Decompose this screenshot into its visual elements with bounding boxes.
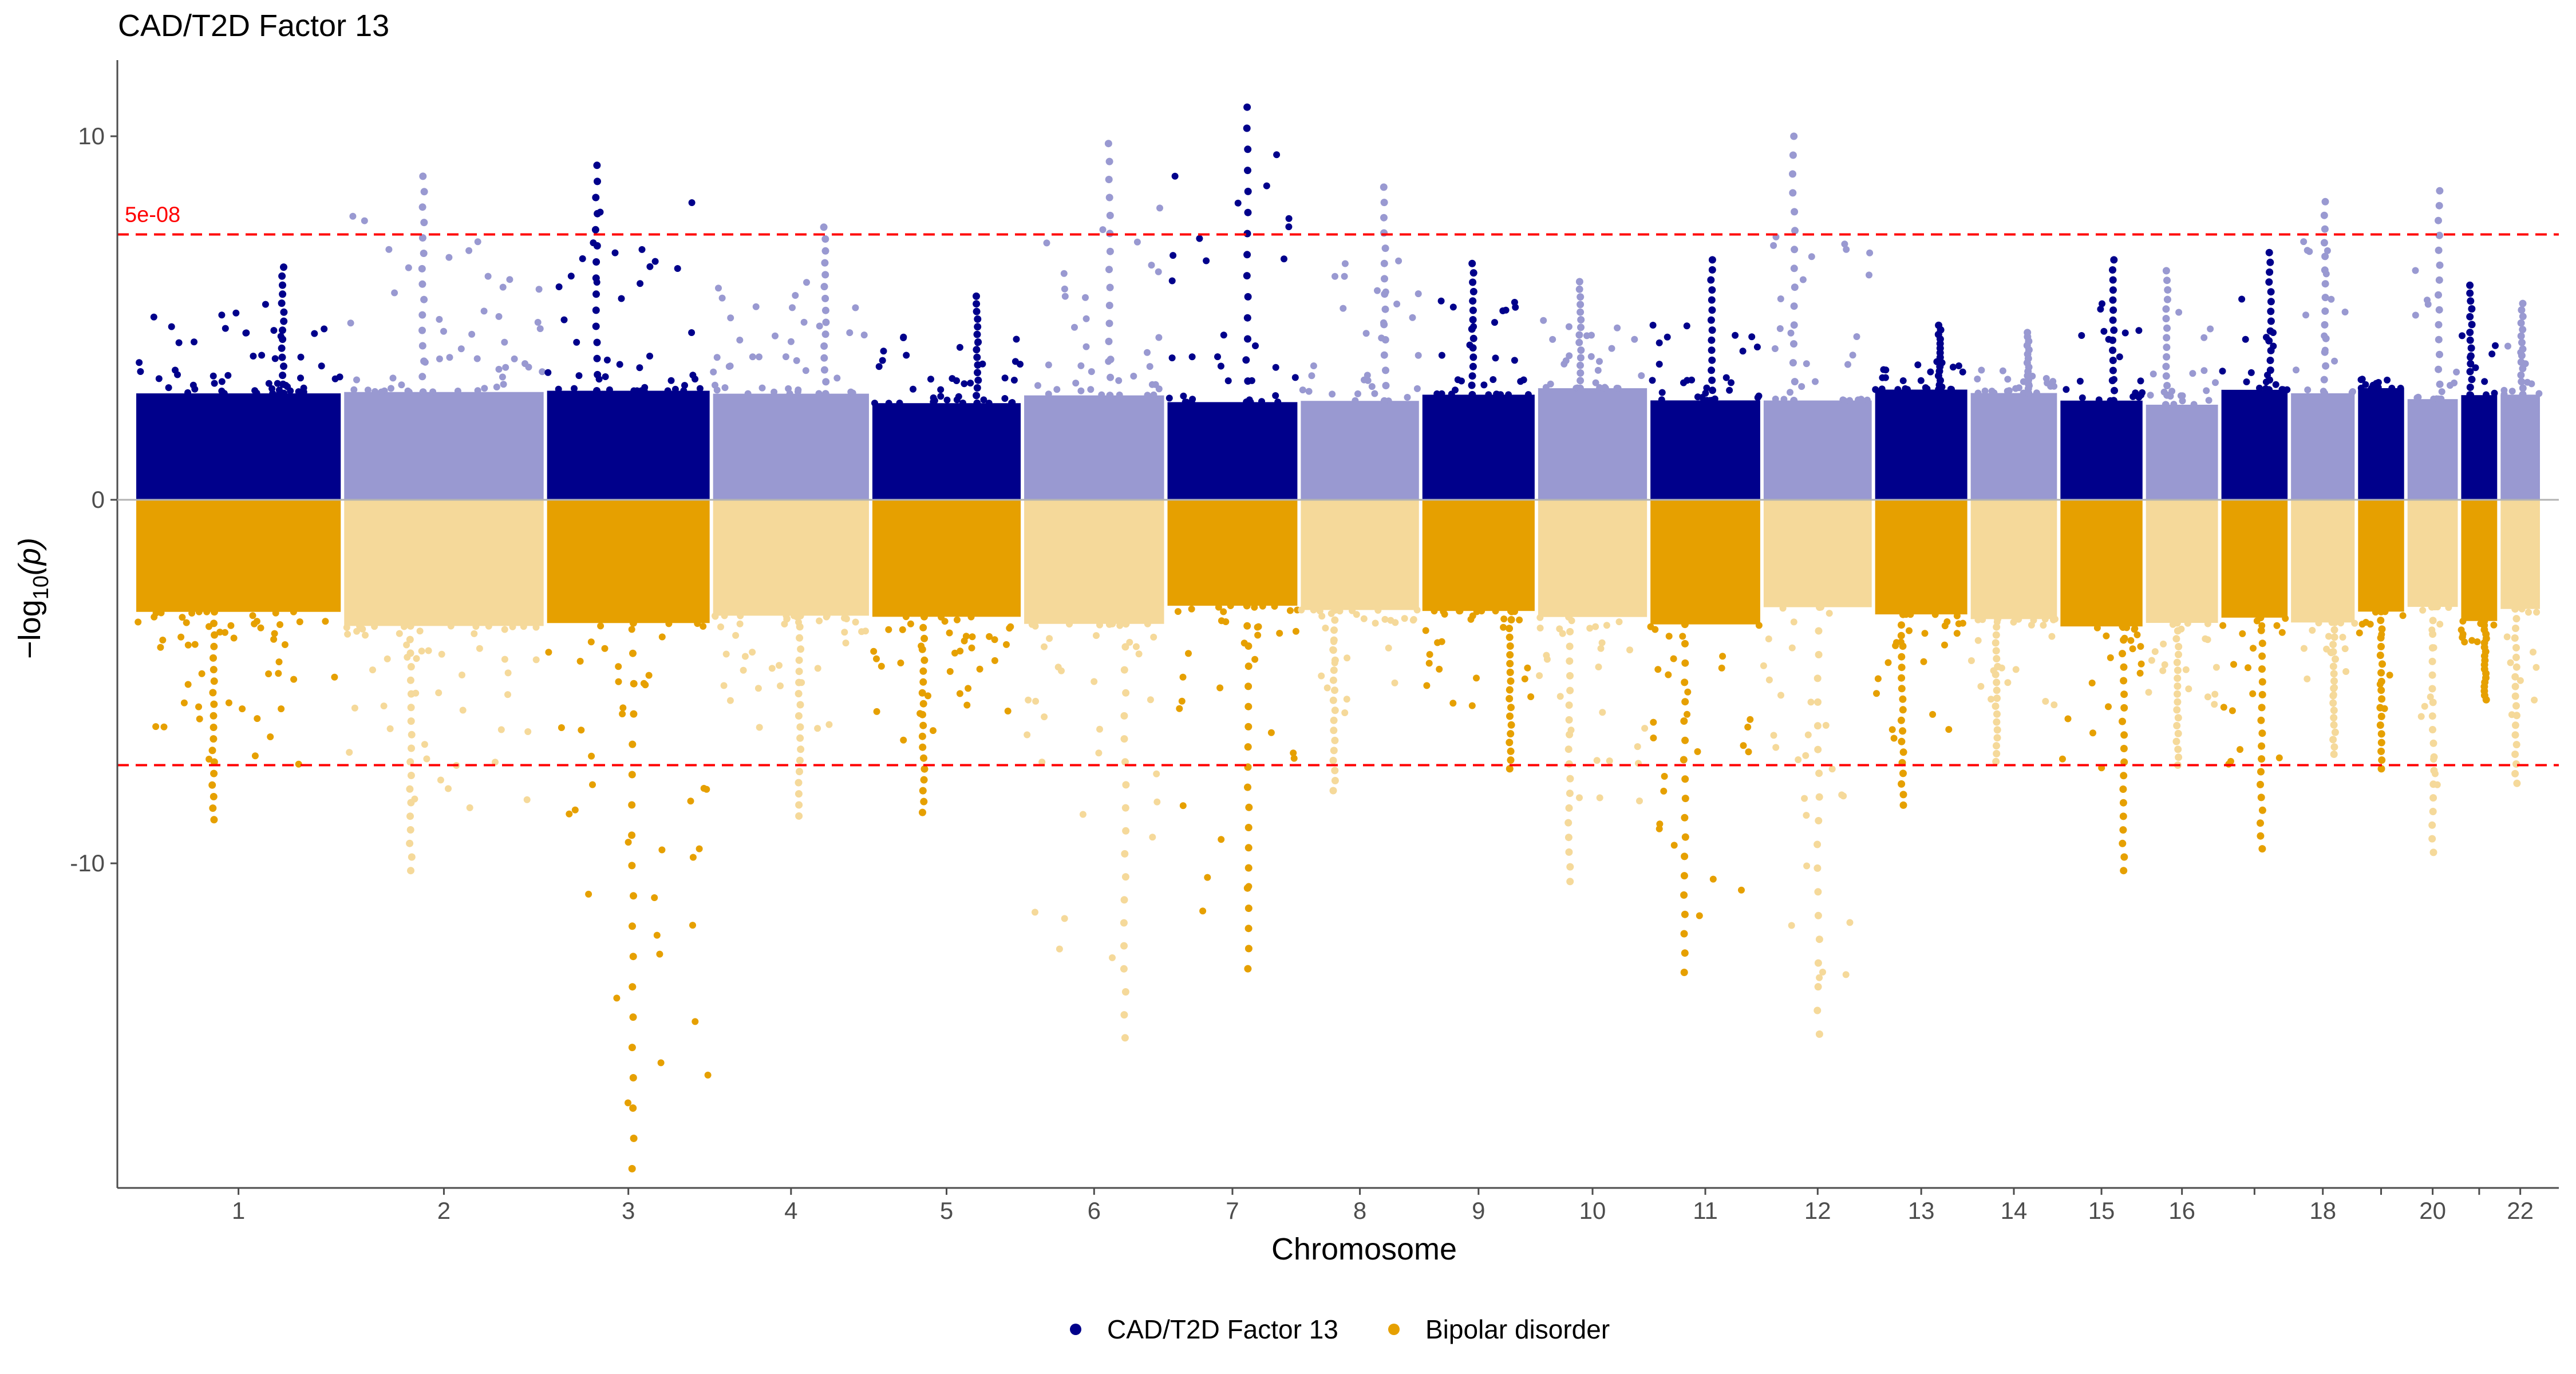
x-tick-label-7: 7 xyxy=(1226,1197,1239,1224)
chromosome-4-points xyxy=(710,223,869,820)
chromosome-6-points xyxy=(1024,140,1164,1042)
x-tick-label-1: 1 xyxy=(232,1197,245,1224)
chromosome-11-points xyxy=(1647,256,1763,976)
x-tick-label-20: 20 xyxy=(2419,1197,2446,1224)
x-tick-label-8: 8 xyxy=(1353,1197,1366,1224)
x-tick-label-11: 11 xyxy=(1693,1197,1718,1224)
threshold-layer: 5e-08 xyxy=(117,203,2559,767)
x-tick-label-3: 3 xyxy=(622,1197,635,1224)
chromosome-2-points xyxy=(343,172,546,875)
x-axis-title: Chromosome xyxy=(1271,1232,1457,1266)
y-tick-label-2: -10 xyxy=(70,850,105,876)
y-tick-label-1: 0 xyxy=(92,486,105,513)
chromosome-21-points xyxy=(2458,281,2499,704)
x-tick-label-2: 2 xyxy=(437,1197,451,1224)
chromosome-1-points xyxy=(135,263,343,824)
x-tick-label-12: 12 xyxy=(1804,1197,1831,1224)
legend-label-bipolar: Bipolar disorder xyxy=(1425,1314,1610,1344)
axis-layer: 100-101 2 3 4 5 6 7 8 9 10 11 12 13 14 15 16 18 20 22 xyxy=(70,60,2559,1224)
x-tick-label-10: 10 xyxy=(1579,1197,1606,1224)
chromosome-22-points xyxy=(2500,299,2543,787)
y-axis-title-subscript: 10 xyxy=(29,575,53,599)
chromosome-7-points xyxy=(1165,103,1301,973)
legend-label-cad: CAD/T2D Factor 13 xyxy=(1107,1314,1338,1344)
x-tick-label-14: 14 xyxy=(2001,1197,2028,1224)
chart-title: CAD/T2D Factor 13 xyxy=(118,9,389,43)
x-tick-label-15: 15 xyxy=(2088,1197,2115,1224)
y-tick-label-0: 10 xyxy=(78,123,105,149)
legend-marker-cad xyxy=(1070,1324,1081,1335)
chromosome-18-points xyxy=(2291,198,2358,758)
x-tick-label-16: 16 xyxy=(2168,1197,2195,1224)
threshold-label: 5e-08 xyxy=(125,203,180,227)
svg-text:−log10(p): −log10(p) xyxy=(13,538,53,659)
chromosome-16-points xyxy=(2145,267,2220,769)
x-tick-label-6: 6 xyxy=(1088,1197,1101,1224)
chromosome-10-points xyxy=(1536,278,1649,886)
chromosome-13-points xyxy=(1872,321,1967,809)
y-axis-title-suffix: (p) xyxy=(13,538,47,575)
chromosome-14-points xyxy=(1967,329,2059,765)
chromosome-9-points xyxy=(1422,259,1535,773)
chromosome-8-points xyxy=(1298,183,1422,795)
legend: CAD/T2D Factor 13 Bipolar disorder xyxy=(1070,1314,1610,1344)
chromosome-3-points xyxy=(544,161,712,1172)
x-tick-label-13: 13 xyxy=(1908,1197,1935,1224)
chromosome-15-points xyxy=(2059,256,2146,875)
chromosome-19-points xyxy=(2356,376,2407,773)
chromosome-20-points xyxy=(2407,187,2460,856)
chromosome-5-points xyxy=(870,292,1024,816)
chromosome-12-points xyxy=(1760,132,1874,1038)
x-tick-label-22: 22 xyxy=(2507,1197,2534,1224)
y-axis-title-prefix: −log xyxy=(13,599,47,659)
x-tick-label-18: 18 xyxy=(2309,1197,2336,1224)
x-tick-label-9: 9 xyxy=(1472,1197,1485,1224)
chromosome-17-points xyxy=(2219,248,2291,853)
x-tick-label-4: 4 xyxy=(784,1197,797,1224)
y-axis-title: −log10(p) xyxy=(13,538,53,659)
points-layer xyxy=(135,103,2543,1172)
x-tick-label-5: 5 xyxy=(940,1197,953,1224)
legend-marker-bipolar xyxy=(1388,1324,1400,1335)
